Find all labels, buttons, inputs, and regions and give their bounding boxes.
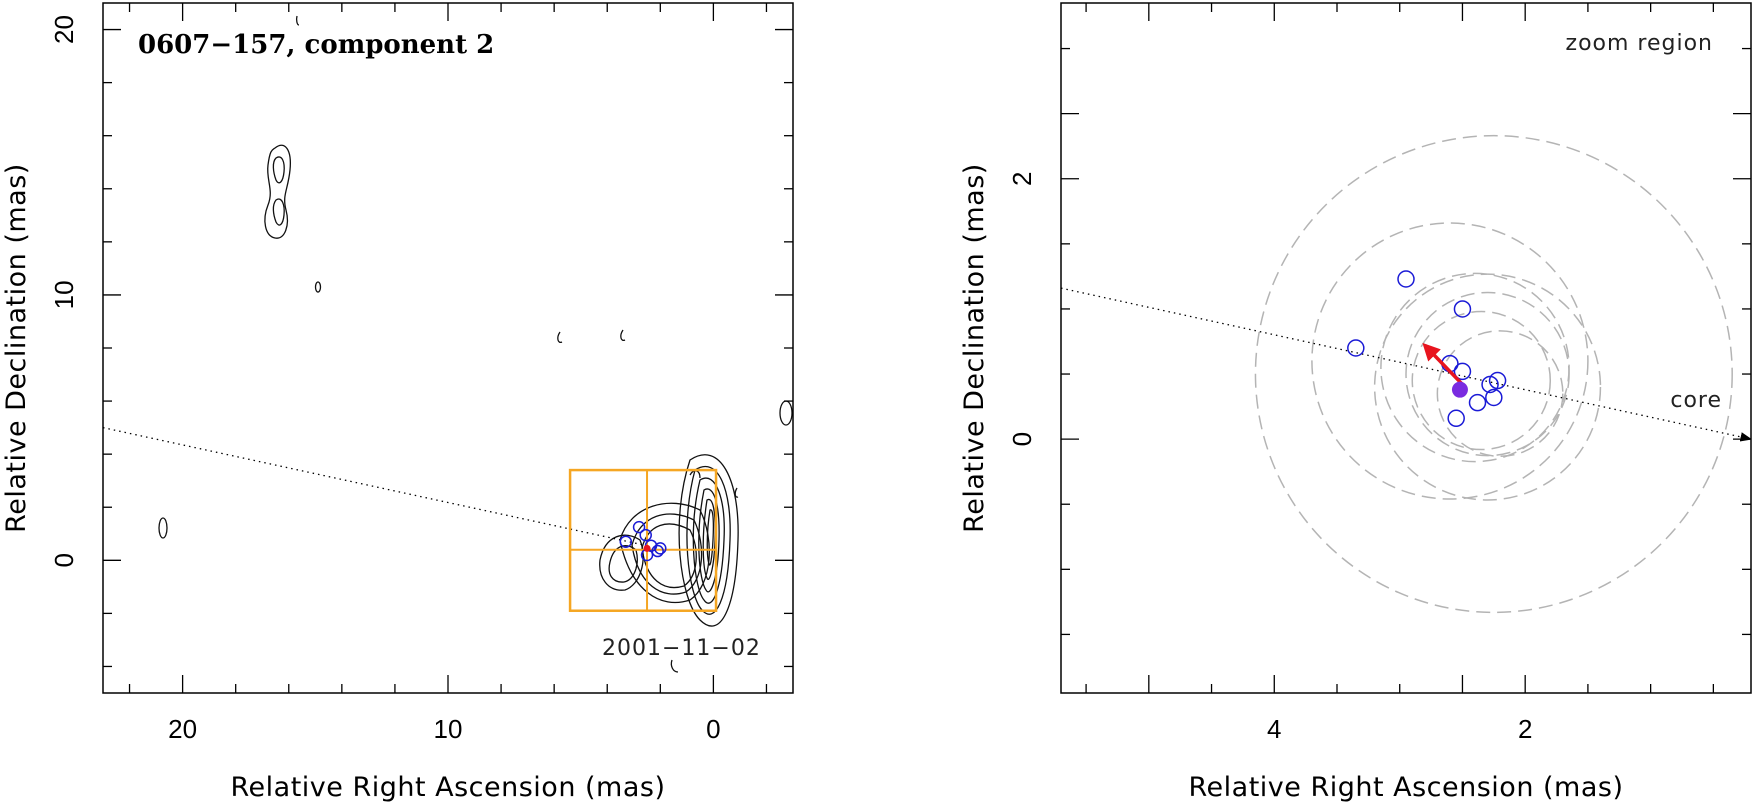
component-marker bbox=[1485, 388, 1503, 407]
component-marker bbox=[1468, 393, 1487, 412]
ticks-left: 20 10 0 0 10 20 bbox=[49, 3, 793, 744]
velocity-vector-arrow bbox=[1422, 342, 1467, 389]
epoch-label: 2001−11−02 bbox=[602, 636, 761, 661]
ylabel-right: Relative Declination (mas) bbox=[959, 163, 990, 533]
component-marker bbox=[1453, 362, 1472, 381]
error-circle bbox=[1411, 310, 1552, 451]
component-marker bbox=[1347, 339, 1365, 357]
fitted-position-marker bbox=[643, 544, 651, 552]
marks-right bbox=[1061, 134, 1751, 614]
zoom-region-box bbox=[568, 468, 718, 612]
component-marker bbox=[654, 542, 667, 555]
plot-title-right: zoom region bbox=[1566, 31, 1713, 56]
right-ytick-label: 2 bbox=[1007, 172, 1037, 186]
error-circle bbox=[1373, 273, 1602, 501]
left-xtick-label: 10 bbox=[434, 714, 463, 744]
plot-frame-right bbox=[1060, 2, 1752, 694]
error-circle bbox=[1254, 134, 1733, 614]
left-ytick-label: 0 bbox=[49, 553, 79, 567]
xlabel-left: Relative Right Ascension (mas) bbox=[230, 772, 665, 803]
component-marker bbox=[651, 544, 664, 558]
component-marker bbox=[1447, 409, 1465, 428]
left-xtick-label: 0 bbox=[706, 714, 720, 744]
left-xtick-label: 20 bbox=[168, 714, 197, 744]
error-circle bbox=[1436, 330, 1564, 458]
component-marker bbox=[632, 520, 646, 534]
component-marker bbox=[619, 535, 633, 548]
marks-left bbox=[103, 426, 718, 612]
left-ytick-label: 20 bbox=[49, 15, 79, 44]
xlabel-right: Relative Right Ascension (mas) bbox=[1188, 772, 1623, 803]
right-xtick-label: 2 bbox=[1518, 714, 1532, 744]
component-marker bbox=[639, 528, 652, 542]
trajectory-line bbox=[103, 426, 648, 547]
plot-title-left: 0607−157, component 2 bbox=[138, 30, 494, 60]
error-circle bbox=[1380, 272, 1570, 463]
right-ytick-label: 0 bbox=[1007, 432, 1037, 446]
panel-left: 20 10 0 0 10 20 0607−157, component 2 2001−11… bbox=[1, 2, 794, 803]
component-marker bbox=[1397, 270, 1415, 288]
core-label: core bbox=[1670, 388, 1722, 413]
component-marker bbox=[1488, 371, 1507, 390]
panel-right: 4 2 0 2 zoom region core Relative Right Asc… bbox=[959, 2, 1752, 803]
ticks-right: 4 2 0 2 bbox=[1007, 3, 1751, 744]
component-marker bbox=[1453, 300, 1472, 318]
ylabel-left: Relative Declination (mas) bbox=[1, 163, 32, 533]
core-direction-line bbox=[1061, 287, 1751, 442]
fitted-position-marker bbox=[1451, 381, 1468, 398]
left-ytick-label: 10 bbox=[49, 280, 79, 309]
contour-map bbox=[158, 15, 793, 673]
error-circle bbox=[1311, 222, 1589, 500]
right-xtick-label: 4 bbox=[1267, 714, 1281, 744]
